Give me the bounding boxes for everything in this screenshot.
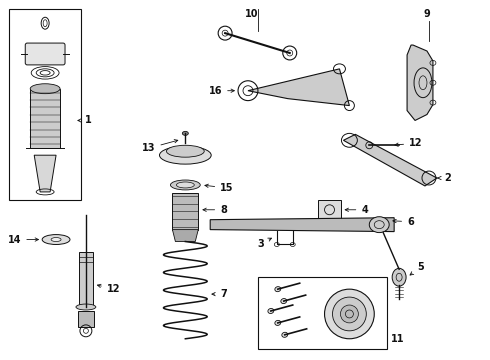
Bar bbox=[79, 252, 93, 307]
Polygon shape bbox=[172, 230, 198, 242]
Text: 8: 8 bbox=[203, 205, 227, 215]
Text: 9: 9 bbox=[423, 9, 430, 19]
Text: 5: 5 bbox=[410, 262, 424, 275]
Text: 10: 10 bbox=[245, 9, 259, 19]
Text: 6: 6 bbox=[393, 217, 414, 227]
Text: 12: 12 bbox=[395, 138, 422, 148]
Polygon shape bbox=[407, 45, 433, 121]
Ellipse shape bbox=[51, 238, 61, 242]
Ellipse shape bbox=[268, 309, 274, 314]
Text: 3: 3 bbox=[257, 238, 271, 248]
Text: 15: 15 bbox=[205, 183, 234, 193]
Bar bbox=[30, 89, 60, 148]
Text: 16: 16 bbox=[209, 86, 234, 96]
Ellipse shape bbox=[281, 298, 287, 303]
Ellipse shape bbox=[76, 304, 96, 310]
Bar bbox=[258, 277, 387, 349]
Polygon shape bbox=[210, 218, 394, 231]
Ellipse shape bbox=[341, 305, 358, 323]
Ellipse shape bbox=[171, 180, 200, 190]
Text: 7: 7 bbox=[212, 289, 227, 299]
Text: 4: 4 bbox=[345, 205, 368, 215]
Ellipse shape bbox=[30, 84, 60, 94]
FancyBboxPatch shape bbox=[25, 43, 65, 65]
Ellipse shape bbox=[333, 297, 367, 331]
Ellipse shape bbox=[282, 332, 288, 337]
Ellipse shape bbox=[182, 131, 188, 135]
Ellipse shape bbox=[275, 287, 281, 292]
Bar bbox=[9, 9, 81, 200]
Text: 1: 1 bbox=[78, 116, 92, 126]
Text: 2: 2 bbox=[438, 173, 451, 183]
Ellipse shape bbox=[392, 268, 406, 286]
Ellipse shape bbox=[159, 146, 211, 164]
Polygon shape bbox=[34, 155, 56, 192]
Text: 11: 11 bbox=[391, 334, 405, 344]
Ellipse shape bbox=[369, 217, 389, 233]
Polygon shape bbox=[343, 134, 437, 186]
Ellipse shape bbox=[324, 289, 374, 339]
Ellipse shape bbox=[176, 182, 195, 188]
Text: 13: 13 bbox=[142, 140, 178, 153]
Text: 12: 12 bbox=[98, 284, 120, 294]
Ellipse shape bbox=[167, 145, 204, 157]
Polygon shape bbox=[248, 69, 349, 105]
Ellipse shape bbox=[42, 235, 70, 244]
Ellipse shape bbox=[275, 320, 281, 325]
Text: 14: 14 bbox=[8, 234, 38, 244]
Bar bbox=[318, 200, 342, 220]
Bar bbox=[78, 311, 94, 327]
Bar bbox=[172, 193, 198, 230]
